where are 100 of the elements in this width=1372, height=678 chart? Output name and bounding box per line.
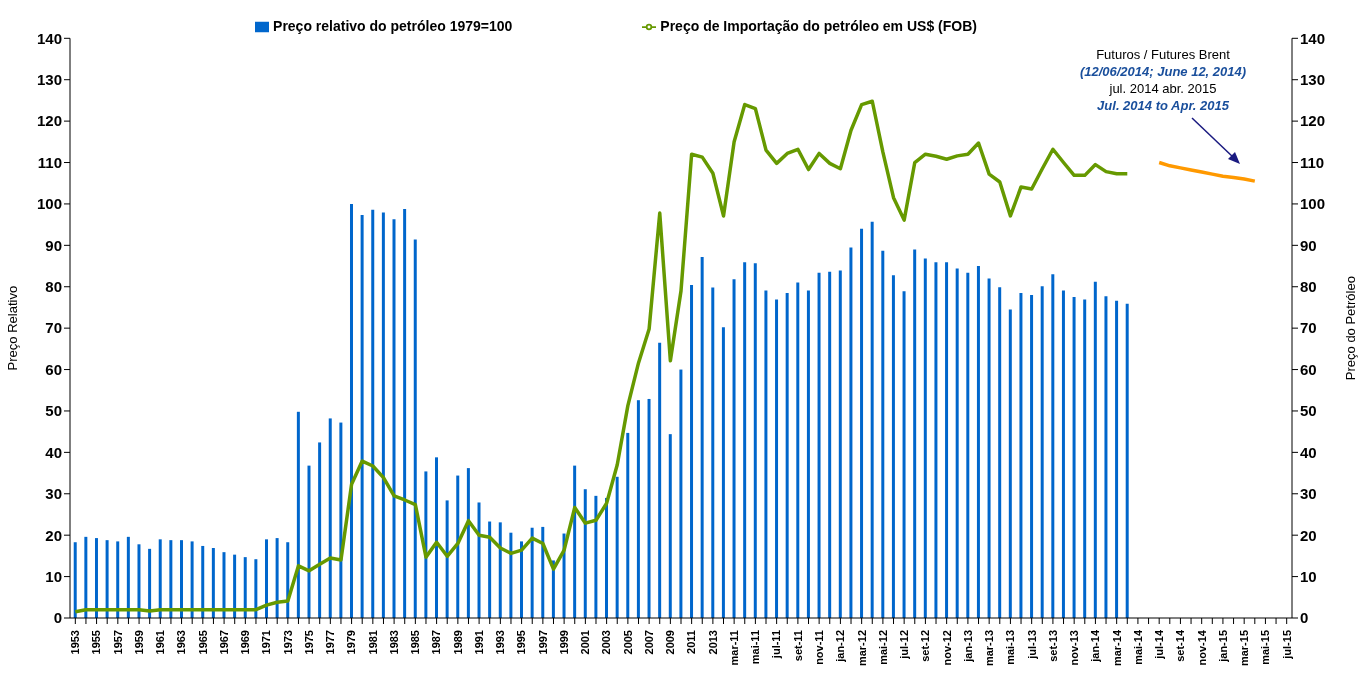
bar xyxy=(913,249,917,618)
y2-tick-label: 60 xyxy=(1300,360,1317,378)
bar xyxy=(296,411,300,618)
bar xyxy=(626,432,630,618)
bar xyxy=(456,475,460,618)
x-tick-label: 1965 xyxy=(196,630,209,655)
bar xyxy=(594,495,598,618)
bar xyxy=(700,256,704,618)
bar xyxy=(211,548,215,618)
bar xyxy=(605,497,609,618)
bar xyxy=(1061,290,1065,618)
x-tick-label: nov-13 xyxy=(1068,630,1081,666)
bar xyxy=(243,557,247,618)
y2-tick-label: 50 xyxy=(1300,402,1317,420)
bar xyxy=(987,278,991,618)
x-tick-label: set-13 xyxy=(1046,630,1059,662)
x-tick-label: 2003 xyxy=(600,630,613,655)
bar xyxy=(583,489,587,618)
y2-tick-label: 90 xyxy=(1300,236,1317,254)
bar xyxy=(520,541,524,618)
x-tick-label: 1975 xyxy=(302,630,315,655)
x-tick-label: 1991 xyxy=(472,630,485,655)
x-tick-label: jan-13 xyxy=(961,630,974,663)
y-tick-label: 50 xyxy=(45,402,62,420)
bar xyxy=(658,342,662,618)
bar xyxy=(732,279,736,618)
bar xyxy=(381,212,385,618)
x-tick-label: mar-12 xyxy=(855,630,868,667)
annotation: Futuros / Futures Brent xyxy=(1095,46,1231,63)
y-tick-label: 90 xyxy=(45,236,62,254)
bar xyxy=(743,262,747,618)
bar xyxy=(1104,296,1108,618)
bar xyxy=(636,400,640,618)
y-tick-label: 80 xyxy=(45,278,62,296)
bar xyxy=(806,290,810,618)
bar xyxy=(477,502,481,618)
bar xyxy=(413,239,417,618)
bar xyxy=(275,538,279,618)
x-tick-label: jul-11 xyxy=(770,630,783,660)
bar xyxy=(945,262,949,618)
x-tick-label: mai-12 xyxy=(876,630,889,665)
y-tick-label: 110 xyxy=(37,153,62,171)
x-tick-label: jan-15 xyxy=(1216,630,1229,663)
bar xyxy=(1030,295,1034,618)
x-tick-label: 1981 xyxy=(366,630,379,655)
bar xyxy=(775,299,779,618)
bar xyxy=(573,465,577,618)
bar xyxy=(445,500,449,618)
x-tick-label: mai-15 xyxy=(1259,630,1272,665)
x-tick-label: set-12 xyxy=(919,630,932,662)
bar xyxy=(530,527,534,618)
x-tick-label: 1969 xyxy=(239,630,252,655)
y2-tick-label: 0 xyxy=(1300,609,1309,627)
bar xyxy=(1019,292,1023,618)
bar xyxy=(350,203,353,618)
x-tick-label: jan-14 xyxy=(1089,629,1102,663)
y-tick-label: 10 xyxy=(45,567,62,585)
bar xyxy=(796,282,800,618)
x-tick-label: jul-12 xyxy=(898,630,910,660)
bar xyxy=(158,539,162,618)
bar xyxy=(881,250,885,618)
bar xyxy=(179,540,183,618)
bar xyxy=(860,228,864,618)
x-tick-label: jan-12 xyxy=(834,630,847,663)
x-tick-label: 1997 xyxy=(536,630,549,655)
y-tick-label: 0 xyxy=(53,609,62,627)
bar xyxy=(891,275,895,618)
x-tick-label: 1959 xyxy=(132,630,145,655)
bar xyxy=(360,215,364,618)
bar xyxy=(764,290,768,618)
annotation: (12/06/2014; June 12, 2014) xyxy=(1079,64,1247,79)
bar xyxy=(817,272,821,618)
x-tick-label: 1955 xyxy=(90,630,103,655)
x-tick-label: 1977 xyxy=(324,630,337,655)
bar xyxy=(753,263,757,618)
bar xyxy=(647,398,651,618)
bar xyxy=(934,262,938,618)
y2-tick-label: 70 xyxy=(1300,319,1317,337)
x-tick-label: 1971 xyxy=(260,630,273,655)
bar xyxy=(785,292,789,618)
bar xyxy=(690,285,694,618)
y2-tick-label: 30 xyxy=(1300,485,1317,503)
bar xyxy=(169,540,173,618)
y2-tick-label: 130 xyxy=(1300,71,1326,89)
bar xyxy=(73,542,77,618)
bar xyxy=(721,327,725,618)
bar xyxy=(307,465,311,618)
y2-tick-label: 110 xyxy=(1300,153,1325,171)
bar xyxy=(923,258,927,618)
y2-axis-title: Preço do Petróleo xyxy=(1342,276,1358,381)
x-tick-label: nov-14 xyxy=(1195,629,1208,666)
bar xyxy=(998,287,1002,618)
annotation: Jul. 2014 to Apr. 2015 xyxy=(1096,97,1230,114)
bar xyxy=(222,552,226,618)
annotation: jul. 2014 abr. 2015 xyxy=(1109,81,1217,96)
x-tick-label: 1957 xyxy=(111,630,124,655)
x-tick-label: jul-13 xyxy=(1025,630,1038,660)
bar xyxy=(838,270,842,618)
x-tick-label: mar-13 xyxy=(983,630,996,667)
bar xyxy=(424,471,428,618)
